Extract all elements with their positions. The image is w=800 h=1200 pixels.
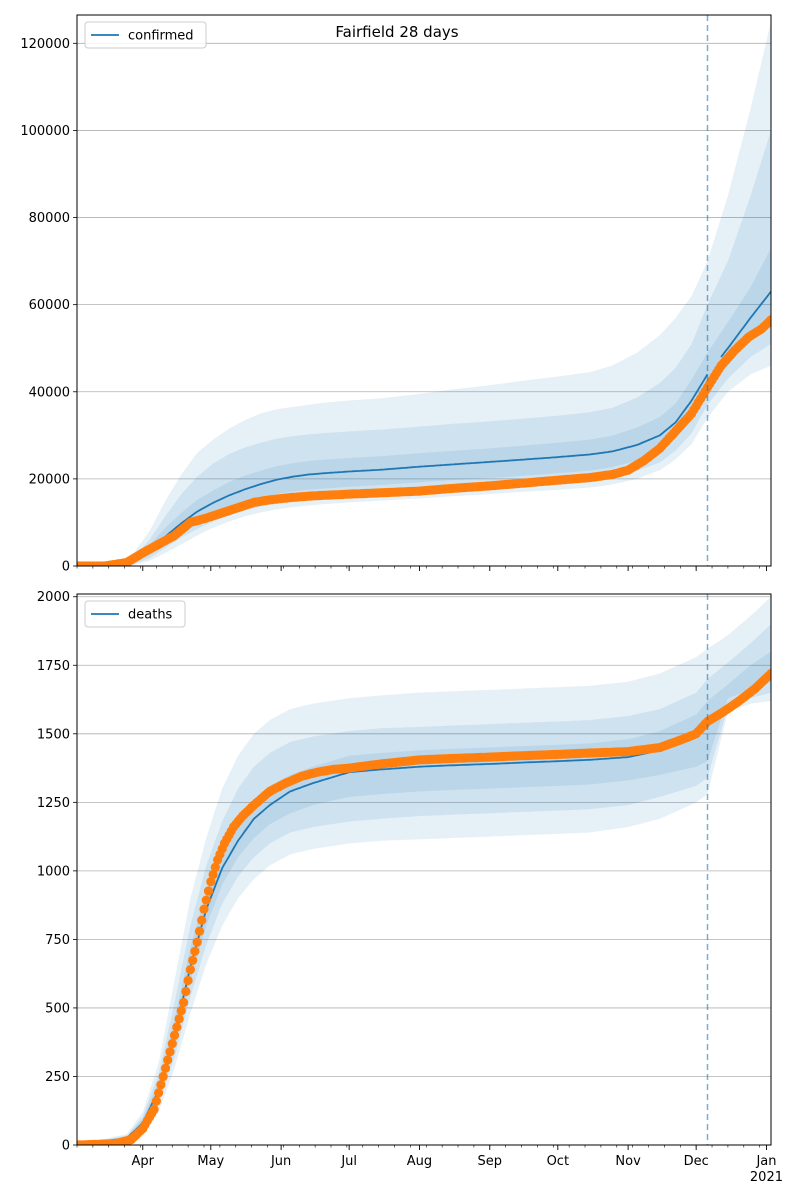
legend-label: deaths <box>128 608 173 623</box>
confirmed-band-3 <box>77 248 771 566</box>
y-tick-label: 750 <box>45 933 70 948</box>
deaths-observed-point <box>181 986 191 997</box>
axes-frame <box>76 14 772 567</box>
deaths-observed-point <box>206 877 216 887</box>
deaths-observed-point <box>163 1055 173 1065</box>
axes-frame <box>76 593 772 1146</box>
y-tick-label: 1000 <box>37 864 70 879</box>
figure-title: Fairfield 28 days <box>335 23 458 41</box>
x-tick-label: Apr <box>132 1154 155 1169</box>
deaths-observed-point <box>766 668 771 679</box>
deaths-band-1 <box>77 596 771 1145</box>
y-tick-label: 250 <box>45 1070 70 1085</box>
deaths-observed-point <box>149 1104 159 1114</box>
deaths-observed-point <box>188 955 198 966</box>
deaths-observed-point <box>179 997 189 1008</box>
deaths-observed-point <box>203 886 214 896</box>
y-tick-label: 80000 <box>29 211 70 226</box>
deaths-observed-point <box>156 1080 166 1090</box>
y-tick-label: 0 <box>62 1139 70 1154</box>
x-tick-label: May <box>197 1154 224 1169</box>
y-tick-label: 100000 <box>20 124 70 139</box>
y-tick-label: 1250 <box>37 796 70 811</box>
deaths-observed-point <box>199 904 209 914</box>
deaths-panel: 0 250 500 750 1000 1250 1500 1750 2000 Apr May Jun J… <box>37 590 783 1185</box>
legend-box <box>84 600 186 628</box>
deaths-observed-point <box>167 1039 177 1049</box>
deaths-observed-point <box>208 869 218 880</box>
y-tick-label: 2000 <box>37 590 70 605</box>
x-tick-label: Sep <box>478 1154 503 1169</box>
legend-box <box>84 21 207 49</box>
confirmed-observed-point <box>766 315 771 325</box>
x-tick-label: 2021 <box>750 1170 783 1185</box>
legend-label: confirmed <box>128 29 194 44</box>
deaths-observed-point <box>183 975 193 986</box>
confirmed-panel: 0 20000 40000 60000 80000 100000 120000 confirm… <box>20 14 772 575</box>
x-tick-label: Oct <box>547 1154 569 1169</box>
deaths-observed-point <box>201 895 211 905</box>
x-tick-label: Nov <box>615 1154 641 1169</box>
y-tick-label: 20000 <box>29 472 70 487</box>
deaths-observed-point <box>158 1071 168 1082</box>
deaths-observed-point <box>190 946 200 956</box>
deaths-band-3 <box>77 651 771 1145</box>
deaths-observed-point <box>210 862 220 872</box>
deaths-observed-point <box>160 1063 171 1073</box>
x-tick-label: Jul <box>340 1154 357 1169</box>
confirmed-forecast-line <box>720 291 771 358</box>
deaths-observed-point <box>194 926 205 936</box>
deaths-observed-point <box>169 1030 180 1040</box>
deaths-observed-point <box>192 937 202 947</box>
y-tick-label: 1750 <box>37 659 70 674</box>
x-tick-label: Aug <box>407 1154 432 1169</box>
deaths-observed-point <box>176 1006 186 1016</box>
y-tick-label: 0 <box>62 560 70 575</box>
deaths-observed-point <box>172 1022 182 1032</box>
deaths-observed-point <box>165 1047 175 1057</box>
y-tick-label: 1500 <box>37 727 70 742</box>
deaths-observed-point <box>174 1014 184 1024</box>
y-tick-label: 120000 <box>20 37 70 52</box>
confirmed-band-1 <box>77 21 771 566</box>
confirmed-model-line <box>77 373 709 566</box>
deaths-observed-point <box>151 1096 161 1106</box>
deaths-observed-point <box>185 965 195 975</box>
y-tick-label: 60000 <box>29 298 70 313</box>
deaths-observed-point <box>154 1088 164 1098</box>
y-tick-label: 40000 <box>29 385 70 400</box>
deaths-observed-point <box>197 915 207 925</box>
x-tick-label: Dec <box>684 1154 709 1169</box>
x-tick-label: Jun <box>270 1154 291 1169</box>
x-tick-label: Jan <box>755 1154 776 1169</box>
confirmed-band-2 <box>77 130 771 566</box>
y-tick-label: 500 <box>45 1001 70 1016</box>
